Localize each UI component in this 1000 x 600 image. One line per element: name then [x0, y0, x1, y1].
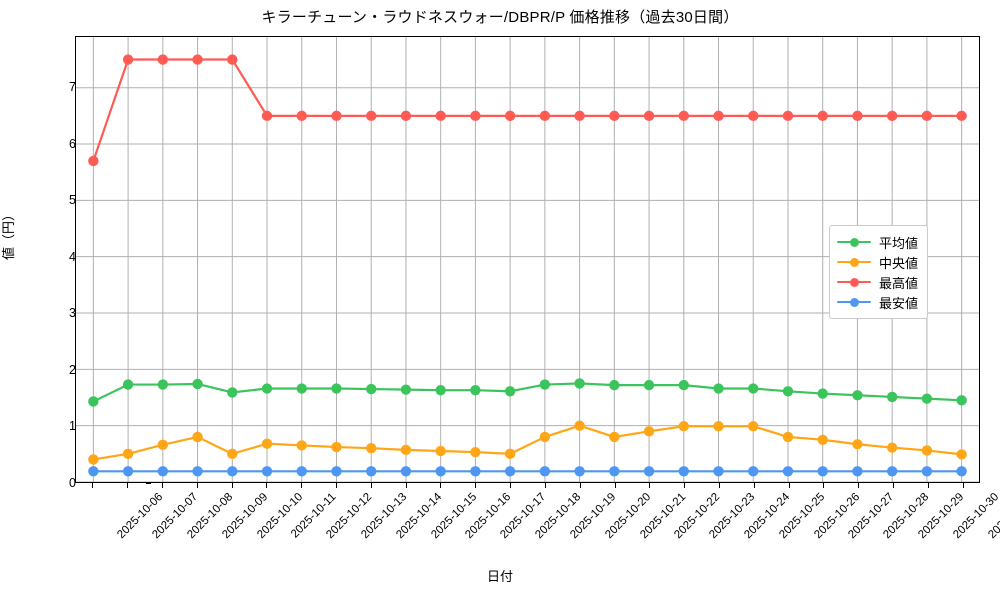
legend-dot-icon [850, 257, 859, 267]
series-2 [88, 54, 967, 167]
legend-swatch-icon [837, 275, 871, 289]
legend-label: 最安値 [879, 295, 919, 311]
series-0 [88, 378, 967, 407]
chart-legend[interactable]: 平均値中央値最高値最安値 [829, 225, 929, 319]
y-axis-label: 値（円） [1, 207, 16, 260]
legend-label: 平均値 [879, 235, 919, 251]
x-tick-mark [718, 483, 720, 488]
x-tick-mark [440, 483, 442, 488]
x-tick-mark [649, 483, 651, 488]
legend-item-1[interactable]: 中央値 [837, 252, 918, 272]
x-tick-mark [544, 483, 546, 488]
legend-label: 中央値 [879, 255, 919, 271]
x-tick-mark [962, 483, 964, 488]
x-tick-mark [788, 483, 790, 488]
x-tick-mark [92, 483, 94, 488]
x-tick-mark [405, 483, 407, 488]
x-tick-mark [684, 483, 686, 488]
data-series-layer [88, 54, 967, 477]
legend-dot-icon [850, 297, 859, 307]
legend-item-3[interactable]: 最安値 [837, 292, 918, 312]
x-tick-mark [266, 483, 268, 488]
x-tick-mark [579, 483, 581, 488]
series-3 [88, 466, 967, 477]
x-tick-mark [196, 483, 198, 488]
plot-area [75, 36, 980, 483]
x-tick-mark [301, 483, 303, 488]
x-tick-mark [127, 483, 129, 488]
y-tick-mark [146, 483, 151, 484]
x-tick-mark [510, 483, 512, 488]
x-tick-mark [753, 483, 755, 488]
x-tick-mark [370, 483, 372, 488]
legend-dot-icon [850, 237, 859, 247]
x-tick-mark [162, 483, 164, 488]
chart-title: キラーチューン・ラウドネスウォー/DBPR/P 価格推移（過去30日間） [261, 9, 739, 26]
x-tick-mark [858, 483, 860, 488]
x-tick-mark [336, 483, 338, 488]
legend-item-0[interactable]: 平均値 [837, 232, 918, 252]
legend-swatch-icon [837, 255, 871, 269]
x-tick-mark [892, 483, 894, 488]
x-tick-mark [823, 483, 825, 488]
legend-label: 最高値 [879, 275, 919, 291]
legend-item-2[interactable]: 最高値 [837, 272, 918, 292]
legend-dot-icon [850, 277, 859, 287]
series-1 [88, 420, 967, 465]
x-tick-mark [475, 483, 477, 488]
x-tick-mark [614, 483, 616, 488]
x-tick-mark [927, 483, 929, 488]
x-axis-label: 日付 [486, 569, 513, 584]
legend-swatch-icon [837, 235, 871, 249]
legend-swatch-icon [837, 295, 871, 309]
x-tick-mark [231, 483, 233, 488]
